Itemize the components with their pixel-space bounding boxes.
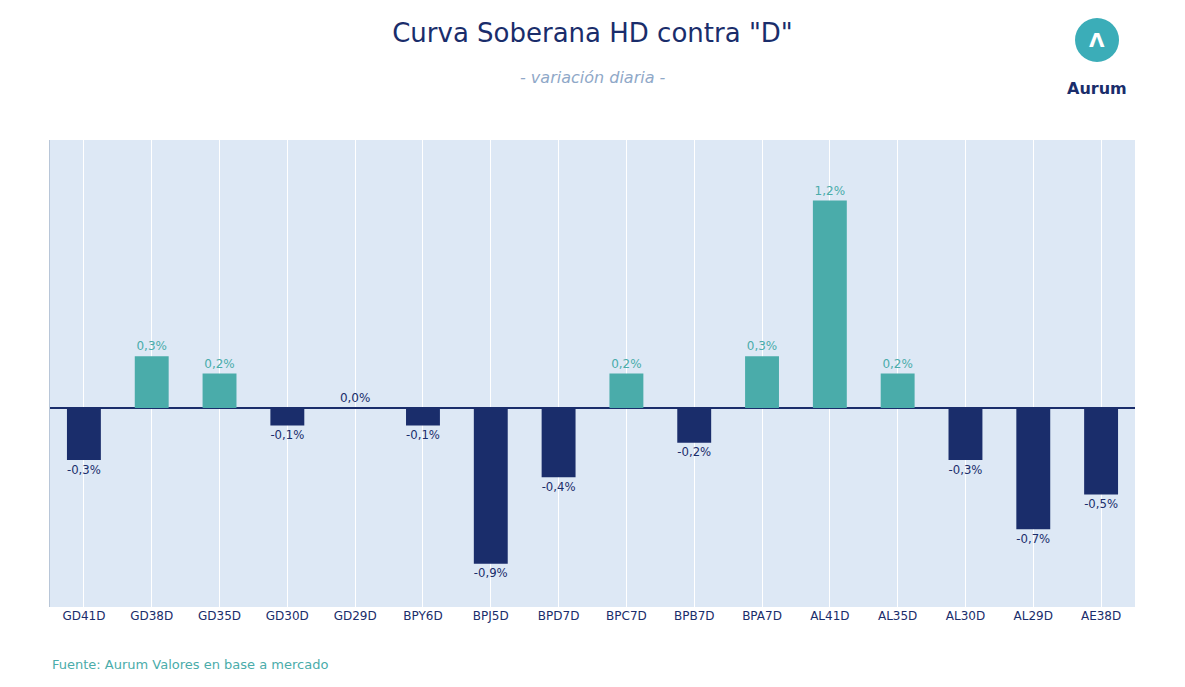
svg-text:BPB7D: BPB7D xyxy=(674,609,715,623)
svg-text:BPJ5D: BPJ5D xyxy=(473,609,509,623)
svg-text:0,0%: 0,0% xyxy=(340,391,371,405)
svg-text:0,2%: 0,2% xyxy=(204,357,235,371)
svg-text:- variación diaria -: - variación diaria - xyxy=(520,68,666,87)
svg-text:BPD7D: BPD7D xyxy=(538,609,580,623)
svg-text:AE38D: AE38D xyxy=(1081,609,1121,623)
svg-text:-0,1%: -0,1% xyxy=(270,428,304,442)
svg-text:AL30D: AL30D xyxy=(946,609,985,623)
svg-text:AL29D: AL29D xyxy=(1014,609,1053,623)
svg-text:1,2%: 1,2% xyxy=(815,184,846,198)
svg-text:Curva Soberana HD contra "D": Curva Soberana HD contra "D" xyxy=(392,18,793,48)
svg-text:GD29D: GD29D xyxy=(334,609,377,623)
svg-text:0,3%: 0,3% xyxy=(747,339,778,353)
svg-text:BPA7D: BPA7D xyxy=(742,609,782,623)
svg-text:Fuente: Aurum Valores en base: Fuente: Aurum Valores en base a mercado xyxy=(52,657,328,672)
svg-text:-0,4%: -0,4% xyxy=(542,480,576,494)
svg-text:GD41D: GD41D xyxy=(62,609,105,623)
svg-text:AL41D: AL41D xyxy=(810,609,849,623)
svg-text:-0,7%: -0,7% xyxy=(1016,532,1050,546)
svg-text:-0,3%: -0,3% xyxy=(67,463,101,477)
svg-text:Λ: Λ xyxy=(1089,28,1105,52)
svg-text:GD38D: GD38D xyxy=(130,609,173,623)
svg-text:AL35D: AL35D xyxy=(878,609,917,623)
svg-text:-0,2%: -0,2% xyxy=(677,445,711,459)
svg-text:-0,3%: -0,3% xyxy=(949,463,983,477)
svg-text:-0,9%: -0,9% xyxy=(474,566,508,580)
svg-text:0,2%: 0,2% xyxy=(882,357,913,371)
svg-text:0,3%: 0,3% xyxy=(136,339,167,353)
svg-text:-0,5%: -0,5% xyxy=(1084,497,1118,511)
svg-text:Aurum: Aurum xyxy=(1067,79,1127,98)
svg-text:BPC7D: BPC7D xyxy=(606,609,647,623)
svg-text:GD35D: GD35D xyxy=(198,609,241,623)
svg-text:0,2%: 0,2% xyxy=(611,357,642,371)
svg-text:-0,1%: -0,1% xyxy=(406,428,440,442)
svg-text:GD30D: GD30D xyxy=(266,609,309,623)
svg-text:BPY6D: BPY6D xyxy=(403,609,442,623)
